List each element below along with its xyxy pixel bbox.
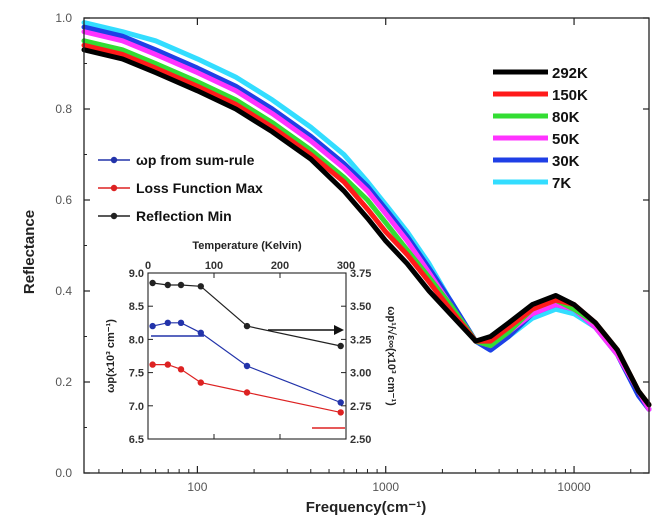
- inset-point: [243, 322, 251, 330]
- inset-left-y-axis-label: ωp(x10³ cm⁻¹): [105, 319, 117, 393]
- series-line-292K: [81, 47, 652, 408]
- inset-point: [164, 319, 171, 326]
- inset-x-tick-label: 0: [145, 260, 151, 272]
- inset-plot-frame: [147, 272, 347, 440]
- x-axis-label: Frequency(cm⁻¹): [306, 499, 426, 516]
- inset-left-y-tick-label: 6.5: [129, 434, 144, 446]
- inset-right-y-tick-label: 2.50: [350, 434, 371, 446]
- inset-x-axis-label: Temperature (Kelvin): [192, 240, 302, 252]
- inset-point: [164, 281, 171, 289]
- legend-label-7K: 7K: [552, 175, 571, 192]
- inset-point: [164, 361, 171, 368]
- inset-legend-label-1: Loss Function Max: [136, 180, 263, 196]
- legend-label-30K: 30K: [552, 153, 580, 170]
- inset-left-y-tick-label: 8.5: [129, 301, 144, 313]
- inset-x-tick-label: 100: [205, 260, 223, 272]
- inset-left-y-tick-label: 7.5: [129, 368, 144, 380]
- inset-point: [177, 319, 185, 326]
- inset-right-y-axis-label: ωp¹/√ε∞(x10³ cm⁻¹): [385, 306, 397, 406]
- inset-point: [177, 366, 185, 373]
- legend-label-150K: 150K: [552, 87, 588, 104]
- inset-right-y-tick-label: 3.75: [350, 268, 371, 280]
- inset-point: [197, 283, 204, 290]
- inset-left-y-tick-label: 9.0: [129, 268, 144, 280]
- y-tick-label: 0.0: [55, 466, 72, 480]
- inset-legend-label-0: ωp from sum-rule: [136, 152, 255, 168]
- inset-point: [177, 281, 185, 289]
- inset-point: [149, 361, 156, 368]
- y-tick-label: 0.2: [55, 375, 72, 389]
- inset-x-tick-label: 300: [337, 260, 355, 272]
- inset-right-y-tick-label: 3.00: [350, 368, 371, 380]
- inset-point: [337, 342, 344, 350]
- y-tick-label: 0.4: [55, 284, 72, 298]
- inset-right-y-tick-label: 3.50: [350, 301, 371, 313]
- legend-label-292K: 292K: [552, 65, 588, 82]
- y-tick-label: 1.0: [55, 11, 72, 25]
- inset-x-tick-label: 200: [271, 260, 289, 272]
- legend-label-50K: 50K: [552, 131, 580, 148]
- x-tick-label: 10000: [557, 480, 591, 494]
- inset-point: [197, 379, 204, 386]
- inset-point: [337, 409, 344, 416]
- inset-point: [243, 362, 251, 370]
- inset-legend-marker-0: [110, 156, 118, 164]
- inset-point: [197, 329, 204, 336]
- inset-point: [149, 322, 156, 330]
- inset-right-y-tick-label: 2.75: [350, 401, 371, 413]
- x-tick-label: 1000: [372, 480, 399, 494]
- inset-left-y-tick-label: 8.0: [129, 334, 144, 346]
- inset-point: [337, 399, 344, 406]
- inset-arrow: [268, 325, 344, 335]
- y-axis-label: Reflectance: [21, 210, 38, 294]
- inset-legend-marker-1: [110, 184, 118, 192]
- y-tick-label: 0.6: [55, 193, 72, 207]
- inset-point: [149, 279, 156, 287]
- y-tick-label: 0.8: [55, 102, 72, 116]
- inset-point: [243, 389, 251, 396]
- inset-left-y-tick-label: 7.0: [129, 401, 144, 413]
- inset-legend-label-2: Reflection Min: [136, 208, 232, 224]
- inset-legend-marker-2: [110, 212, 118, 220]
- x-tick-label: 100: [187, 480, 207, 494]
- inset-right-y-tick-label: 3.25: [350, 334, 371, 346]
- legend-label-80K: 80K: [552, 109, 580, 126]
